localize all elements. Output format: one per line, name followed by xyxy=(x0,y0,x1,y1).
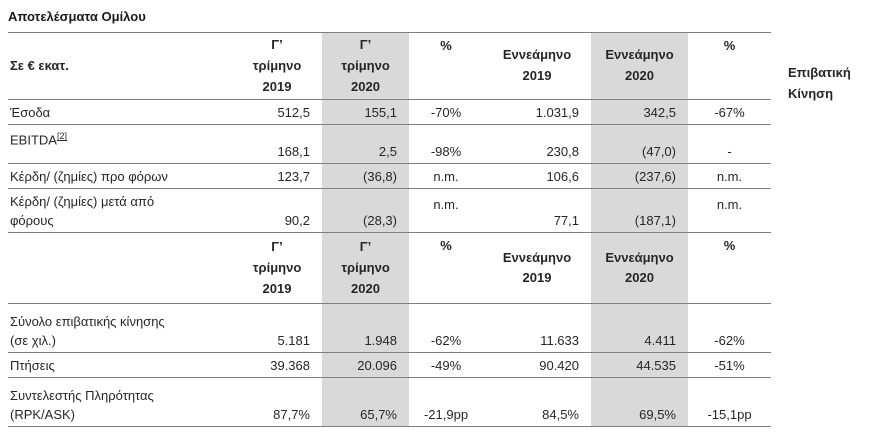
cell-value: 1.031,9 xyxy=(535,104,579,120)
cell-value: 44.535 xyxy=(636,357,676,373)
footnote-ref-2[interactable]: [2] xyxy=(56,131,67,142)
cell-value: 1.948 xyxy=(364,332,397,348)
cell-value: 2,5 xyxy=(378,143,397,159)
cell-value: n.m. xyxy=(716,197,743,213)
cell-value: 123,7 xyxy=(277,168,310,184)
cell-value: 4.411 xyxy=(644,332,676,348)
cell-value: (36,8) xyxy=(363,168,397,184)
row-label: Σύνολο επιβατικής κίνησης (σε χιλ.) xyxy=(10,313,165,348)
cell-value: 168,1 xyxy=(277,143,310,159)
cell-value: 84,5% xyxy=(542,406,579,422)
empty-corner xyxy=(8,233,232,304)
row-total-passengers: Σύνολο επιβατικής κίνησης (σε χιλ.) 5.18… xyxy=(8,304,771,353)
col-header-pct-9m: % xyxy=(723,238,736,254)
row-profit-before-tax: Κέρδη/ (ζημίες) προ φόρων 123,7 (36,8) n… xyxy=(8,164,771,189)
cell-value: 5.181 xyxy=(277,332,310,348)
col-header-pct-q3: % xyxy=(440,238,452,254)
row-label: Κέρδη/ (ζημίες) προ φόρων xyxy=(10,168,168,184)
cell-value: 106,6 xyxy=(546,168,579,184)
cell-value: -51% xyxy=(714,357,745,373)
financials-header-row: Σε € εκατ. Γ’ τρίμηνο 2019 Γ’ τρίμηνο 20… xyxy=(8,32,771,100)
col-header-9m-2019: Εννεάμηνο 2019 xyxy=(502,47,572,84)
cell-value: -70% xyxy=(430,104,462,120)
cell-value: -67% xyxy=(714,104,745,120)
row-revenue: Έσοδα 512,5 155,1 -70% 1.031,9 342,5 -67… xyxy=(8,100,771,125)
col-header-pct-9m: % xyxy=(723,38,736,53)
cell-value: -49% xyxy=(430,357,462,373)
row-label: Συντελεστής Πληρότητας (RPK/ASK) xyxy=(10,387,154,422)
cell-value: 230,8 xyxy=(546,143,579,159)
cell-value: n.m. xyxy=(433,168,459,184)
row-label: Έσοδα xyxy=(10,104,51,120)
cell-value: n.m. xyxy=(433,197,459,213)
row-profit-after-tax: Κέρδη/ (ζημίες) μετά από φόρους 90,2 (28… xyxy=(8,189,771,233)
cell-value: (28,3) xyxy=(363,212,397,228)
cell-value: 342,5 xyxy=(643,104,676,120)
row-label: Πτήσεις xyxy=(10,357,55,373)
cell-value: - xyxy=(727,143,732,159)
group-results-table: Σε € εκατ. Γ’ τρίμηνο 2019 Γ’ τρίμηνο 20… xyxy=(8,32,771,427)
col-header-9m-2019: Εννεάμηνο 2019 xyxy=(502,249,572,286)
col-header-q3-2019: Γ’ τρίμηνο 2019 xyxy=(252,239,302,296)
cell-value: 39.368 xyxy=(270,357,310,373)
row-flights: Πτήσεις 39.368 20.096 -49% 90.420 44.535… xyxy=(8,353,771,378)
cell-value: 77,1 xyxy=(553,212,579,228)
cell-value: (187,1) xyxy=(634,212,676,228)
row-label: Κέρδη/ (ζημίες) μετά από φόρους xyxy=(10,193,155,228)
row-label-text: EBITDA xyxy=(10,132,57,148)
cell-value: -62% xyxy=(430,332,462,348)
cell-value: 65,7% xyxy=(360,406,397,422)
cell-value: -21,9pp xyxy=(423,406,469,422)
cell-value: -15,1pp xyxy=(707,406,752,422)
cell-value: 90.420 xyxy=(539,357,579,373)
traffic-header-row: Γ’ τρίμηνο 2019 Γ’ τρίμηνο 2020 % Εννεάμ… xyxy=(8,233,771,304)
cell-value: -98% xyxy=(430,143,462,159)
col-header-q3-2019: Γ’ τρίμηνο 2019 xyxy=(252,37,302,94)
page-title: Αποτελέσματα Ομίλου xyxy=(8,9,146,24)
cell-value: 155,1 xyxy=(364,104,397,120)
cell-value: (47,0) xyxy=(642,143,676,159)
col-header-9m-2020: Εννεάμηνο 2020 xyxy=(605,47,674,84)
cell-value: -62% xyxy=(714,332,745,348)
cell-value: (237,6) xyxy=(634,168,676,184)
cell-value: 11.633 xyxy=(540,332,579,348)
col-header-9m-2020: Εννεάμηνο 2020 xyxy=(605,249,674,286)
passenger-traffic-side-label: Επιβατική Κίνηση xyxy=(788,65,851,101)
cell-value: 90,2 xyxy=(284,212,310,228)
row-label: EBITDA[2] xyxy=(8,125,232,164)
row-ebitda: EBITDA[2] 168,1 2,5 -98% 230,8 (47,0) - xyxy=(8,125,771,164)
row-load-factor: Συντελεστής Πληρότητας (RPK/ASK) 87,7% 6… xyxy=(8,378,771,427)
cell-value: n.m. xyxy=(716,168,743,184)
col-header-q3-2020: Γ’ τρίμηνο 2020 xyxy=(341,37,390,94)
col-header-q3-2020: Γ’ τρίμηνο 2020 xyxy=(341,239,390,296)
cell-value: 512,5 xyxy=(277,104,310,120)
col-header-pct-q3: % xyxy=(440,38,452,53)
cell-value: 20.096 xyxy=(357,357,397,373)
unit-label: Σε € εκατ. xyxy=(10,57,69,73)
cell-value: 69,5% xyxy=(639,406,676,422)
cell-value: 87,7% xyxy=(273,406,310,422)
